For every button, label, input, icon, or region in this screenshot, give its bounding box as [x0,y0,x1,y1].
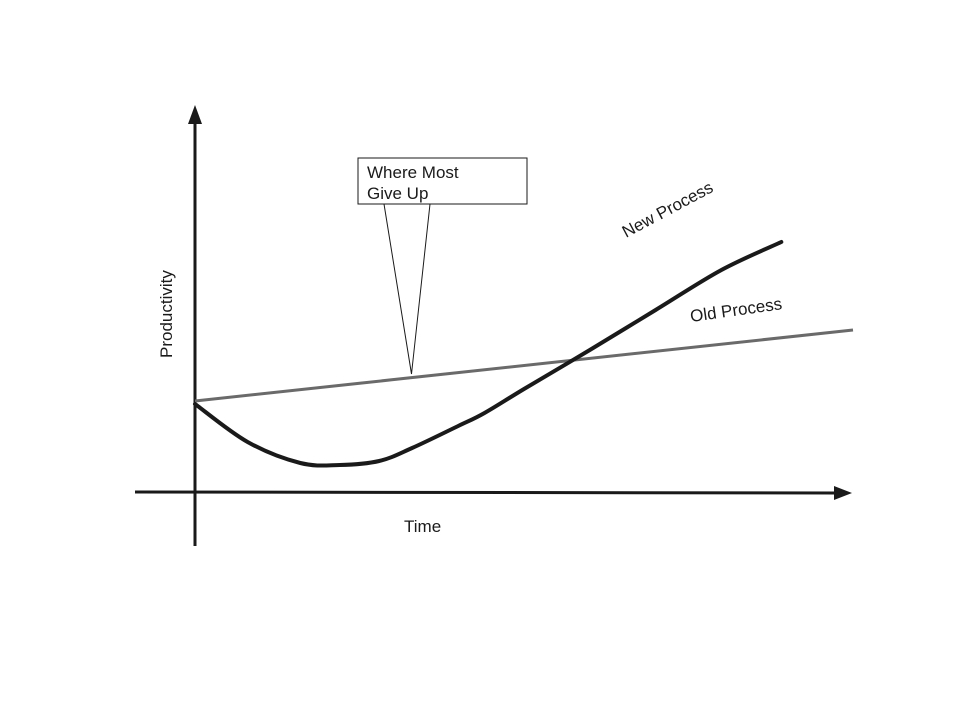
callout-pointer [383,203,431,375]
callout-box [357,157,528,205]
callout-line-2: Give Up [367,184,428,203]
series-line-new-process [193,240,784,468]
series-label-new-process: New Process [619,178,716,242]
x-axis-arrow-icon [834,486,852,500]
x-axis [134,490,839,495]
y-axis-arrow-icon [188,105,202,124]
callout-where-most-give-up: Where Most Give Up [357,157,528,375]
series-label-old-process: Old Process [689,294,783,326]
x-axis-label: Time [404,517,441,536]
y-axis-label: Productivity [157,270,176,358]
series-line-old-process [194,328,854,403]
callout-line-1: Where Most [367,163,459,182]
